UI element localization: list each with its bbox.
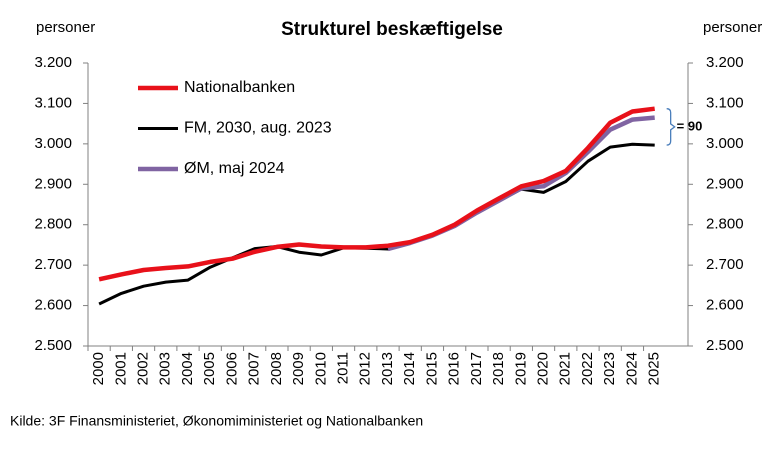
annotation: = 90 <box>677 118 703 133</box>
x-tick-label: 2004 <box>179 352 196 385</box>
x-tick-label: 2008 <box>268 352 285 385</box>
x-tick-label: 2018 <box>490 352 507 385</box>
series-line <box>387 115 655 252</box>
x-tick-label: 2015 <box>423 352 440 385</box>
y2-tick-label: 2.700 <box>706 256 744 273</box>
y-tick-label: 3.100 <box>34 94 72 111</box>
y2-tick-label: 3.100 <box>706 94 744 111</box>
y-tick-label: 2.900 <box>34 175 72 192</box>
series-line <box>98 106 655 282</box>
x-tick-label: 2010 <box>312 352 329 385</box>
x-tick-label: 2024 <box>623 352 640 385</box>
x-tick-label: 2003 <box>157 352 174 385</box>
x-tick-label: 2020 <box>535 352 552 385</box>
x-tick-label: 2011 <box>335 352 352 384</box>
source: Kilde: 3F Finansministeriet, Økonomimini… <box>10 413 423 429</box>
legend-label: ØM, maj 2024 <box>184 160 285 177</box>
y-tick-label: 2.700 <box>34 256 72 273</box>
y2-tick-label: 2.900 <box>706 175 744 192</box>
x-tick-label: 2017 <box>468 352 485 385</box>
y-tick-label: 2.600 <box>34 297 72 314</box>
y-tick-label: 2.500 <box>34 337 72 354</box>
x-tick-label: 2005 <box>201 352 218 385</box>
y-axis-label: personer <box>36 19 95 36</box>
x-tick-label: 2002 <box>135 352 152 385</box>
y-tick-label: 3.200 <box>34 54 72 71</box>
x-tick-label: 2022 <box>579 352 596 385</box>
x-tick-label: 2016 <box>446 352 463 385</box>
y2-tick-label: 3.000 <box>706 135 744 152</box>
y2-tick-label: 2.800 <box>706 216 744 233</box>
y2-axis-label: personer <box>703 19 762 36</box>
bracket <box>666 108 676 146</box>
x-tick-label: 2013 <box>379 352 396 385</box>
x-tick-label: 2012 <box>357 352 374 385</box>
y2-tick-label: 2.500 <box>706 337 744 354</box>
x-tick-label: 2000 <box>90 352 107 385</box>
y2-tick-label: 3.200 <box>706 54 744 71</box>
x-tick-label: 2023 <box>601 352 618 385</box>
chart-title: Strukturel beskæftigelse <box>281 19 503 40</box>
y-tick-label: 2.800 <box>34 216 72 233</box>
x-tick-label: 2001 <box>112 352 129 385</box>
x-tick-label: 2009 <box>290 352 307 385</box>
legend-label: FM, 2030, aug. 2023 <box>184 120 332 137</box>
legend-label: Nationalbanken <box>184 79 295 96</box>
x-tick-label: 2007 <box>246 352 263 385</box>
x-tick-label: 2006 <box>223 352 240 385</box>
x-tick-label: 2019 <box>512 352 529 385</box>
y2-tick-label: 2.600 <box>706 297 744 314</box>
x-tick-label: 2021 <box>557 352 574 385</box>
x-tick-label: 2025 <box>646 352 663 385</box>
y-tick-label: 3.000 <box>34 135 72 152</box>
x-tick-label: 2014 <box>401 352 418 385</box>
